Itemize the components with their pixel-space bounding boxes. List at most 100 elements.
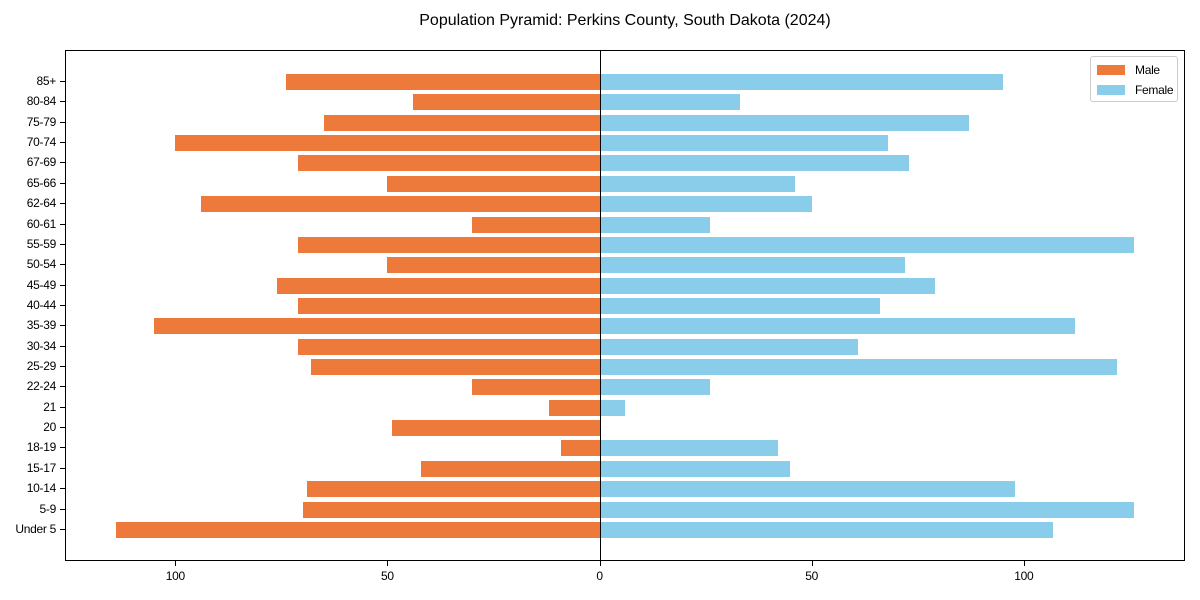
bar-female-35-39 (599, 318, 1075, 335)
y-tick-mark (60, 467, 65, 469)
y-tick-label: 45-49 (26, 277, 57, 292)
y-tick-mark (60, 121, 65, 123)
y-tick-label: 70-74 (26, 135, 57, 150)
y-tick-mark (60, 345, 65, 347)
bar-female-75-79 (599, 114, 969, 131)
legend-swatch-female (1097, 85, 1125, 95)
y-tick-mark (60, 488, 65, 490)
y-tick-mark (60, 243, 65, 245)
y-tick-mark (60, 101, 65, 103)
x-tick-mark (811, 561, 813, 566)
bar-female-5-9 (599, 501, 1135, 518)
bar-female-62-64 (599, 196, 812, 213)
bar-female-10-14 (599, 481, 1016, 498)
y-tick-mark (60, 325, 65, 327)
x-tick-label: 50 (381, 569, 394, 583)
bar-female-80-84 (599, 94, 740, 111)
y-tick-label: 60-61 (26, 216, 57, 231)
bar-male-10-14 (306, 481, 600, 498)
bar-female-70-74 (599, 135, 889, 152)
bar-female-45-49 (599, 277, 935, 294)
bar-female-40-44 (599, 297, 880, 314)
bar-male-under-5 (115, 521, 600, 538)
bar-female-50-54 (599, 257, 905, 274)
x-tick-label: 50 (805, 569, 819, 583)
x-tick-label: 100 (1014, 569, 1034, 583)
y-tick-mark (60, 366, 65, 368)
bar-male-25-29 (311, 359, 600, 376)
bar-male-55-59 (298, 236, 600, 253)
bar-male-65-66 (387, 175, 600, 192)
bar-male-40-44 (298, 297, 600, 314)
bar-female-85-plus (599, 74, 1003, 90)
bar-male-85-plus (285, 74, 600, 90)
bar-female-under-5 (599, 521, 1054, 538)
y-tick-mark (60, 528, 65, 530)
y-tick-mark (60, 81, 65, 82)
legend-item-male: Male (1097, 63, 1160, 77)
y-tick-mark (60, 203, 65, 205)
bar-female-67-69 (599, 155, 910, 172)
y-tick-mark (60, 162, 65, 164)
y-tick-mark (60, 447, 65, 449)
y-tick-mark (60, 223, 65, 225)
y-tick-label: Under 5 (15, 521, 56, 536)
y-tick-label: 21 (43, 399, 56, 414)
y-tick-mark (60, 142, 65, 144)
x-tick-mark (599, 561, 601, 566)
chart-title: Population Pyramid: Perkins County, Sout… (419, 12, 831, 29)
y-tick-label: 85+ (36, 74, 57, 88)
x-tick-label: 100 (165, 569, 185, 583)
bar-male-45-49 (277, 277, 600, 294)
bar-female-21 (599, 399, 625, 416)
y-tick-label: 10-14 (26, 481, 57, 496)
x-tick-mark (175, 561, 177, 566)
bar-female-18-19 (599, 440, 778, 457)
bar-male-15-17 (421, 460, 600, 477)
bar-male-50-54 (387, 257, 600, 274)
bar-male-75-79 (323, 114, 600, 131)
bar-male-80-84 (412, 94, 600, 111)
bar-male-20 (391, 420, 600, 437)
y-tick-label: 18-19 (26, 440, 57, 455)
y-tick-label: 22-24 (26, 379, 57, 394)
legend-item-female: Female (1097, 83, 1174, 97)
bar-male-5-9 (302, 501, 600, 518)
plot-area (65, 50, 1185, 561)
legend-label-male: Male (1135, 63, 1160, 77)
y-tick-label: 35-39 (26, 318, 57, 333)
bar-male-30-34 (298, 338, 600, 355)
y-tick-mark (60, 182, 65, 184)
y-tick-label: 20 (43, 420, 56, 435)
bar-male-18-19 (561, 440, 600, 457)
y-tick-label: 65-66 (26, 175, 57, 190)
y-tick-label: 75-79 (26, 114, 57, 129)
x-tick-label: 0 (596, 569, 603, 583)
bar-male-70-74 (175, 135, 600, 152)
bar-male-67-69 (298, 155, 600, 172)
y-tick-mark (60, 304, 65, 306)
bar-female-25-29 (599, 359, 1118, 376)
y-tick-label: 80-84 (26, 94, 57, 109)
y-tick-mark (60, 406, 65, 408)
bar-female-55-59 (599, 236, 1135, 253)
legend: Male Female (1090, 56, 1178, 102)
bar-female-65-66 (599, 175, 795, 192)
y-tick-label: 30-34 (26, 338, 57, 353)
y-tick-label: 67-69 (26, 155, 57, 170)
bar-male-22-24 (472, 379, 600, 396)
bar-male-21 (548, 399, 600, 416)
bar-female-30-34 (599, 338, 859, 355)
bar-female-60-61 (599, 216, 710, 233)
bar-male-62-64 (200, 196, 600, 213)
bar-female-22-24 (599, 379, 710, 396)
y-tick-label: 5-9 (39, 501, 57, 516)
y-tick-label: 25-29 (26, 359, 57, 374)
x-tick-mark (387, 561, 389, 566)
zero-axis-line (599, 51, 601, 560)
y-tick-mark (60, 284, 65, 286)
y-tick-mark (60, 264, 65, 266)
legend-label-female: Female (1135, 83, 1174, 97)
y-tick-label: 55-59 (26, 236, 57, 251)
y-tick-mark (60, 427, 65, 429)
